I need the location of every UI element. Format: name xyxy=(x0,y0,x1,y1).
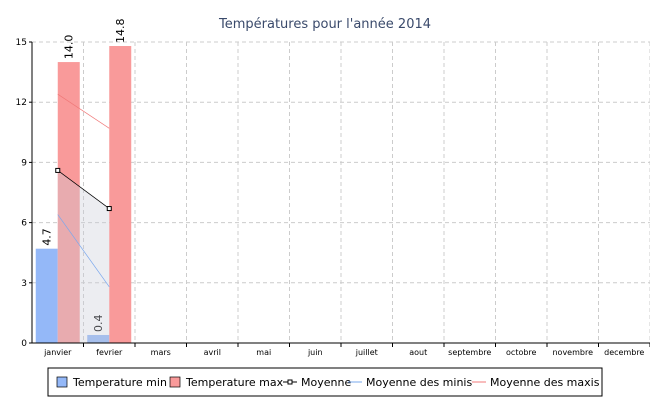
data-label: 0.4 xyxy=(92,314,105,332)
legend-label: Temperature min xyxy=(72,376,167,389)
y-tick-label: 15 xyxy=(16,38,27,48)
x-tick-label: fevrier xyxy=(96,348,123,357)
x-tick-label: mai xyxy=(256,348,271,357)
line xyxy=(57,214,110,288)
bar xyxy=(109,46,132,343)
legend-swatch xyxy=(56,376,68,388)
line xyxy=(57,93,110,129)
x-tick-label: septembre xyxy=(448,348,491,357)
x-tick-label: aout xyxy=(409,348,427,357)
y-tick-label: 6 xyxy=(21,219,27,229)
data-label: 14.8 xyxy=(114,19,127,44)
bar xyxy=(87,334,110,343)
x-tick-label: octobre xyxy=(506,348,537,357)
legend-label: Moyenne des minis xyxy=(366,376,472,389)
x-tick-label: mars xyxy=(151,348,171,357)
x-tick-label: juillet xyxy=(355,348,378,357)
bar xyxy=(57,62,80,344)
x-tick-label: novembre xyxy=(552,348,593,357)
legend-label: Moyenne xyxy=(301,376,351,389)
x-tick-label: decembre xyxy=(604,348,644,357)
marker xyxy=(55,167,61,173)
legend-label: Temperature max xyxy=(185,376,284,389)
y-tick-label: 12 xyxy=(16,98,27,108)
y-tick-label: 9 xyxy=(21,158,27,168)
x-tick-label: avril xyxy=(204,348,221,357)
bar xyxy=(35,248,58,343)
legend-label: Moyenne des maxis xyxy=(490,376,600,389)
data-label: 14.0 xyxy=(63,35,76,60)
x-tick-label: juin xyxy=(307,348,323,357)
chart-title: Températures pour l'année 2014 xyxy=(218,17,431,32)
marker xyxy=(106,206,112,212)
data-label: 4.7 xyxy=(41,228,54,246)
line xyxy=(57,170,110,209)
area xyxy=(57,170,110,343)
legend-swatch xyxy=(169,376,181,388)
x-tick-label: janvier xyxy=(43,348,72,357)
y-tick-label: 3 xyxy=(21,279,27,289)
legend-box xyxy=(47,367,603,397)
y-tick-label: 0 xyxy=(21,339,27,349)
legend-marker xyxy=(287,379,293,385)
